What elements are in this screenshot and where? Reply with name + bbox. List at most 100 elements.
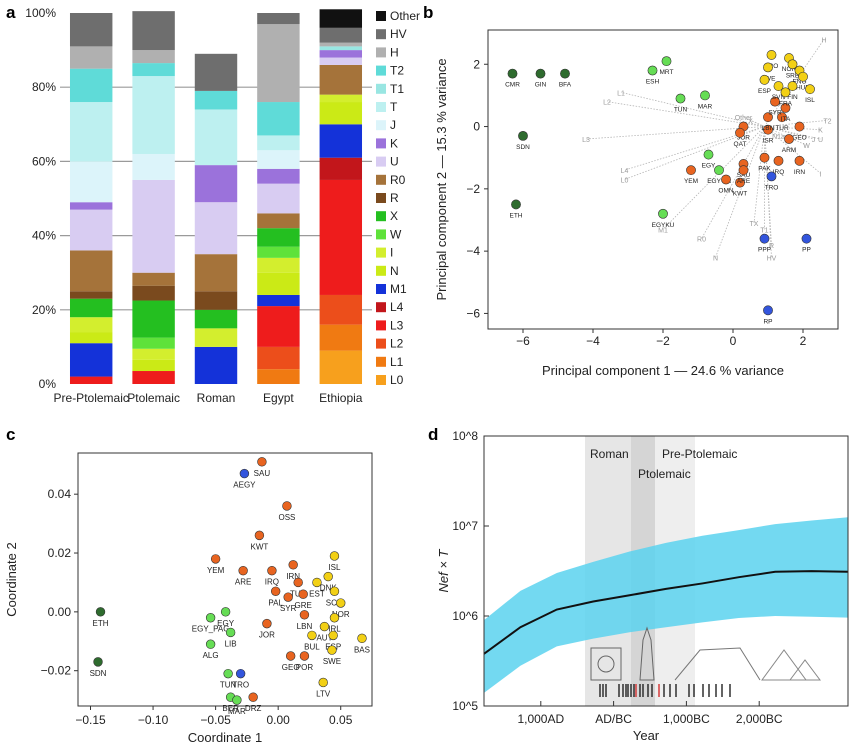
point-label: FIN xyxy=(787,94,798,101)
legend-label: M1 xyxy=(390,282,407,296)
legend-label: X xyxy=(390,209,398,223)
x-tick-label-b: −2 xyxy=(656,334,670,348)
bar-segment-I xyxy=(257,257,300,273)
point-SDN xyxy=(518,130,528,141)
point-label: TUR xyxy=(290,589,307,598)
legend-label: L2 xyxy=(390,337,404,351)
point-label: KWT xyxy=(251,542,269,551)
loading-vector-I xyxy=(764,126,821,174)
point-TUR xyxy=(777,112,787,123)
bar-segment-W xyxy=(257,246,300,258)
point-label: GRE xyxy=(295,601,312,610)
point-label: ENG xyxy=(792,78,806,85)
bar-segment-I xyxy=(132,348,175,360)
legend-swatch-Other xyxy=(376,11,386,21)
point-label: EGY_PAG xyxy=(192,625,230,634)
point-JOR xyxy=(262,618,272,629)
point-ALG xyxy=(205,639,216,649)
loading-vector-TX xyxy=(753,126,765,224)
bar-segment-N xyxy=(69,332,113,344)
y-tick-label-c: 0.04 xyxy=(48,487,72,501)
period-label-roman: Roman xyxy=(590,447,629,461)
x-axis-label-d: Year xyxy=(633,728,660,743)
y-tick-label-b: 0 xyxy=(473,120,480,134)
legend-label: J xyxy=(390,118,396,132)
point-label: SVN xyxy=(772,94,786,101)
legend-label: T1 xyxy=(390,82,404,96)
point-ETH xyxy=(511,199,521,210)
point-LIB xyxy=(225,627,236,638)
legend-swatch-L3 xyxy=(376,320,386,331)
point-label: LTV xyxy=(316,689,331,698)
point-IRN xyxy=(288,560,298,570)
legend-label: I xyxy=(390,246,393,260)
x-tick-label-b: 0 xyxy=(730,334,737,348)
point-label: BFA xyxy=(559,82,572,89)
y-axis-label-b: Principal component 2 — 15.3 % variance xyxy=(434,58,449,300)
point-TRO xyxy=(235,668,246,679)
loading-vector-N xyxy=(715,126,765,258)
point-TUN xyxy=(223,668,233,679)
y-tick-label-d: 10^6 xyxy=(452,609,478,623)
point-label: PAK xyxy=(758,166,771,173)
point-label: PPP xyxy=(758,247,771,254)
loading-label: TX xyxy=(750,221,759,228)
loading-label: R xyxy=(769,243,774,250)
point-label: LBN xyxy=(297,622,313,631)
point-SYR xyxy=(283,592,293,602)
y-tick-label-d: 10^5 xyxy=(452,699,478,713)
y-tick-label-c: 0.02 xyxy=(48,546,72,560)
point-SWE xyxy=(327,645,337,655)
period-label-ptolemaic: Ptolemaic xyxy=(638,467,691,481)
loading-label: U xyxy=(818,137,823,144)
loading-label: L1 xyxy=(617,90,625,97)
bar-segment-U xyxy=(69,209,113,251)
period-label-pre-ptolemaic: Pre-Ptolemaic xyxy=(662,447,737,461)
point-SVN xyxy=(773,81,784,91)
legend-label: K xyxy=(390,136,398,150)
bar-segment-M1 xyxy=(194,346,238,384)
point-label: EST xyxy=(309,589,325,598)
x-axis-label-c: Coordinate 1 xyxy=(188,730,262,745)
median-line xyxy=(483,570,849,655)
bar-segment-L2 xyxy=(319,294,363,325)
bar-segment-L4 xyxy=(319,157,363,180)
y-tick-label-a: 80% xyxy=(32,80,56,94)
point-MAR xyxy=(700,90,710,101)
bar-segment-R xyxy=(132,285,175,301)
legend-label: R0 xyxy=(390,173,406,187)
y-axis-label-c: Coordinate 2 xyxy=(4,542,19,616)
bar-segment-I xyxy=(69,317,113,333)
point-label: OMN xyxy=(718,188,733,195)
legend-swatch-T xyxy=(376,102,386,112)
legend-swatch-W xyxy=(376,229,386,240)
point-label: SWE xyxy=(323,657,341,666)
point-LTV xyxy=(318,677,328,688)
point-label: ISR xyxy=(763,138,774,145)
legend-swatch-K xyxy=(376,138,386,149)
legend-label: U xyxy=(390,155,399,169)
bar-segment-H xyxy=(132,50,175,64)
x-axis-label-b: Principal component 1 — 24.6 % variance xyxy=(542,363,784,378)
loading-label: M1 xyxy=(658,227,668,234)
point-ISL xyxy=(805,84,815,95)
point-label: SRB xyxy=(786,72,799,79)
point-label: CMR xyxy=(505,82,520,89)
point-ARE xyxy=(238,565,248,576)
point-SYR xyxy=(770,96,780,107)
panel-label-b: b xyxy=(423,3,433,22)
legend-label: W xyxy=(390,227,402,241)
point-label: POR xyxy=(296,663,314,672)
point-IRN xyxy=(794,155,805,166)
loading-label: L3 xyxy=(582,137,590,144)
x-tick-label-d: 2,000BC xyxy=(736,712,783,726)
legend-label: L1 xyxy=(390,355,404,369)
point-label: GIN xyxy=(535,82,547,89)
point-KWT xyxy=(735,177,745,188)
legend-label: L3 xyxy=(390,318,404,332)
bar-segment-N xyxy=(319,102,363,125)
loading-label: T1 xyxy=(760,227,768,234)
legend-label: L4 xyxy=(390,300,404,314)
point-ITA xyxy=(780,102,791,113)
legend-label: T xyxy=(390,100,398,114)
